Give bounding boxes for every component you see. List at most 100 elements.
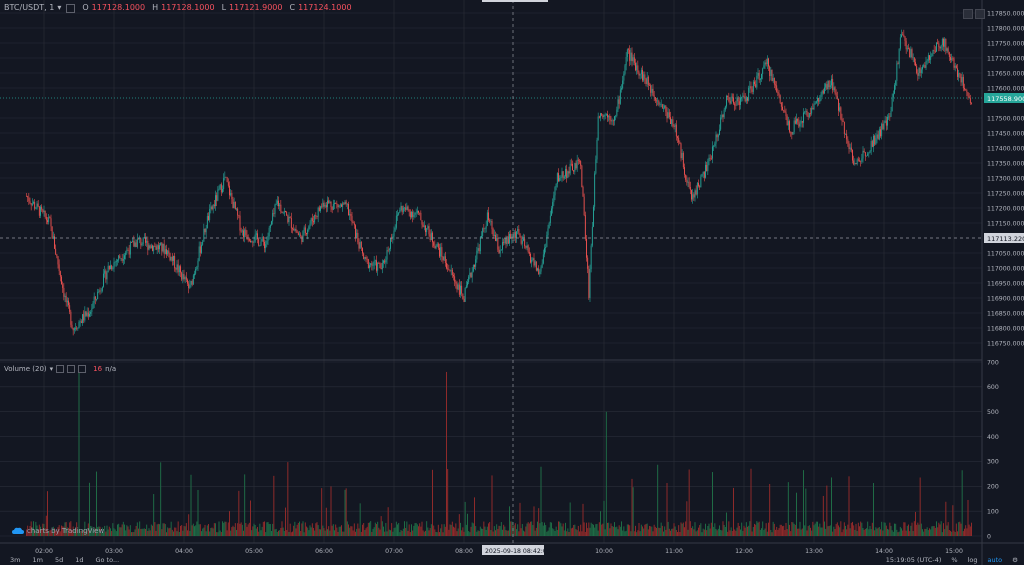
candle-body bbox=[134, 242, 136, 247]
candle-body bbox=[113, 262, 115, 269]
price-axis[interactable]: 117850.0000117800.0000117750.0000117700.… bbox=[987, 10, 1024, 347]
time-tick-label: 03:00 bbox=[105, 548, 123, 555]
volume-bar bbox=[145, 528, 146, 536]
volume-bar bbox=[787, 482, 789, 536]
candle-body bbox=[411, 212, 412, 218]
volume-bar bbox=[356, 528, 358, 536]
candle-body bbox=[915, 62, 916, 66]
candle-body bbox=[399, 210, 401, 213]
volume-bar bbox=[390, 530, 391, 536]
chevron-down-icon[interactable]: ▾ bbox=[57, 3, 62, 12]
candle-body bbox=[524, 238, 526, 247]
volume-bar bbox=[83, 529, 85, 536]
volume-bar bbox=[960, 523, 962, 536]
volume-bar bbox=[933, 526, 935, 536]
volume-bar bbox=[373, 527, 375, 536]
candle-body bbox=[817, 97, 818, 102]
candle-body bbox=[147, 240, 149, 250]
volume-bar bbox=[224, 521, 226, 536]
volume-bars bbox=[26, 371, 972, 536]
volume-bar bbox=[456, 531, 458, 536]
candle-body bbox=[862, 150, 864, 159]
auto-toggle[interactable]: auto bbox=[987, 556, 1003, 564]
volume-bar bbox=[468, 531, 470, 536]
top-drag-handle[interactable] bbox=[482, 0, 548, 2]
symbol-label[interactable]: BTC/USDT, 1 bbox=[4, 3, 55, 12]
eye-icon[interactable] bbox=[56, 365, 65, 373]
volume-bar bbox=[132, 532, 134, 536]
candle-body bbox=[292, 228, 293, 230]
candle-body bbox=[83, 314, 85, 321]
close-icon[interactable] bbox=[78, 365, 87, 373]
volume-bar bbox=[708, 523, 710, 536]
volume-bar bbox=[742, 530, 744, 536]
candle-body bbox=[783, 109, 785, 111]
pane-up-icon[interactable] bbox=[963, 9, 973, 19]
range-button-5d[interactable]: 5d bbox=[54, 556, 64, 564]
volume-bar bbox=[27, 525, 29, 536]
candle-body bbox=[880, 129, 881, 137]
volume-bar bbox=[772, 521, 774, 536]
gear-icon[interactable]: ⚙ bbox=[1012, 556, 1018, 564]
candle-body bbox=[54, 236, 55, 249]
range-button-1m[interactable]: 1m bbox=[32, 556, 43, 564]
chevron-down-icon[interactable]: ▾ bbox=[49, 365, 54, 373]
candle-body bbox=[747, 97, 748, 101]
volume-bar bbox=[483, 521, 485, 536]
volume-title[interactable]: Volume (20) bbox=[4, 365, 47, 373]
candle-body bbox=[353, 223, 355, 226]
time-axis[interactable]: 02:00 03:00 04:00 05:00 06:00 07:00 08:00 10:00… bbox=[35, 548, 963, 555]
candle-body bbox=[50, 218, 52, 227]
goto-button[interactable]: Go to... bbox=[95, 556, 120, 564]
volume-bar bbox=[64, 522, 66, 536]
volume-bar bbox=[502, 529, 503, 536]
log-toggle[interactable]: log bbox=[967, 556, 978, 564]
candle-body bbox=[33, 202, 34, 204]
candle-body bbox=[910, 49, 912, 58]
candle-body bbox=[520, 237, 522, 244]
percent-toggle[interactable]: % bbox=[951, 556, 958, 564]
candle-body bbox=[362, 247, 363, 254]
volume-bar bbox=[112, 523, 114, 536]
candle-body bbox=[899, 37, 901, 49]
eye-icon[interactable] bbox=[66, 3, 76, 13]
volume-bar bbox=[770, 529, 772, 536]
volume-bar bbox=[94, 528, 96, 536]
candle-body bbox=[444, 256, 446, 264]
volume-bar bbox=[902, 530, 904, 536]
candle-body bbox=[90, 311, 92, 314]
candle-body bbox=[771, 70, 773, 82]
candle-body bbox=[644, 74, 646, 79]
candle-body bbox=[502, 242, 503, 250]
candle-body bbox=[951, 58, 953, 61]
candle-body bbox=[803, 112, 804, 123]
volume-bar bbox=[128, 529, 130, 536]
volume-bar bbox=[264, 521, 265, 536]
clock-time[interactable]: 15:19:05 (UTC-4) bbox=[885, 556, 942, 564]
volume-bar bbox=[324, 530, 326, 536]
volume-bar bbox=[82, 529, 83, 536]
candle-body bbox=[395, 215, 397, 228]
pane-maximize-icon[interactable] bbox=[975, 9, 985, 19]
volume-bar bbox=[470, 526, 472, 536]
tradingview-logo[interactable]: charts by TradingView bbox=[12, 527, 104, 535]
volume-bar bbox=[472, 523, 474, 536]
candle-body bbox=[192, 275, 194, 285]
candle-body bbox=[601, 113, 603, 116]
candle-body bbox=[168, 250, 170, 254]
candle-body bbox=[490, 221, 492, 222]
volume-bar bbox=[136, 522, 138, 536]
range-button-1d[interactable]: 1d bbox=[75, 556, 84, 564]
range-button-3m[interactable]: 3m bbox=[10, 556, 21, 564]
volume-bar bbox=[71, 530, 73, 536]
volume-bar bbox=[723, 524, 725, 536]
volume-bar bbox=[950, 530, 951, 536]
volume-bar bbox=[409, 532, 411, 536]
settings-icon[interactable] bbox=[67, 365, 76, 373]
volume-bar bbox=[292, 531, 293, 536]
volume-bar bbox=[98, 526, 100, 536]
